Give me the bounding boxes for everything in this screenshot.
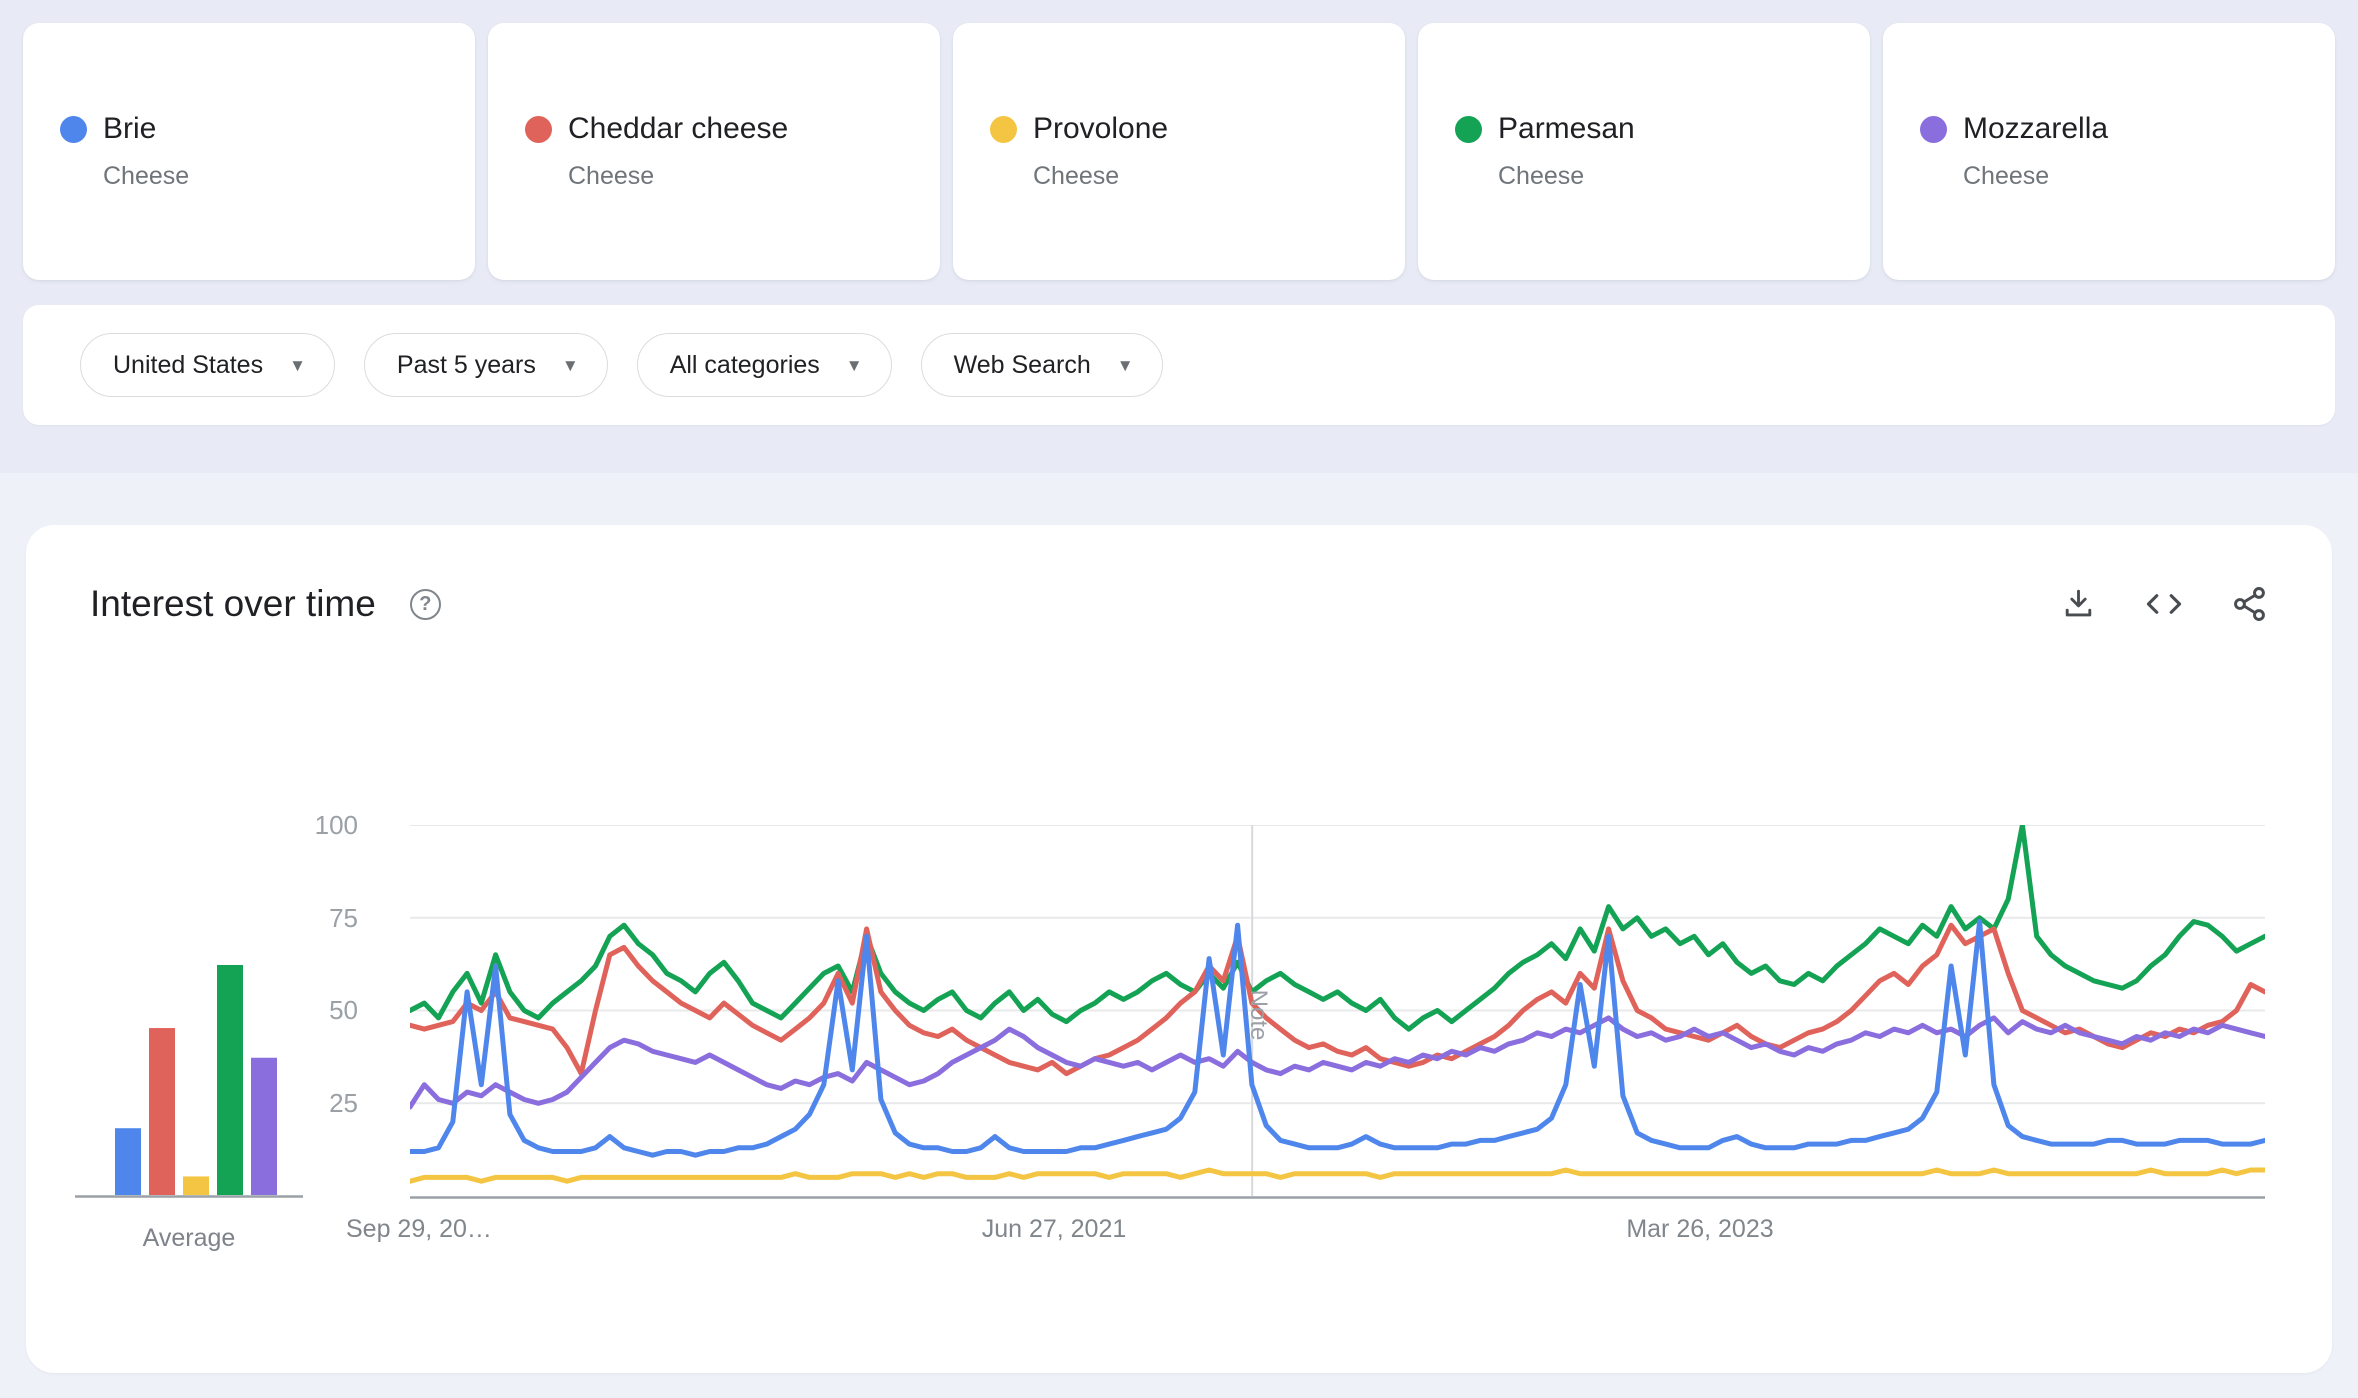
search-type-filter-dropdown[interactable]: Web Search ▼ <box>920 333 1163 397</box>
y-axis-label: 75 <box>329 903 358 933</box>
term-color-dot <box>525 115 552 143</box>
x-axis-label: Jun 27, 2021 <box>981 1215 1127 1243</box>
x-axis-label: Sep 29, 20… <box>346 1215 492 1243</box>
term-color-dot <box>990 115 1017 143</box>
term-title: Cheddar cheese <box>568 112 789 145</box>
card-header: Interest over time ? <box>90 583 2270 625</box>
term-subtitle: Cheese <box>1033 162 1120 190</box>
line-chart-svg[interactable] <box>410 825 2265 1200</box>
chevron-down-icon: ▼ <box>1116 355 1134 375</box>
term-title: Mozzarella <box>1963 112 2109 145</box>
x-axis-label: Mar 26, 2023 <box>1626 1215 1774 1243</box>
category-filter-label: All categories <box>669 350 820 379</box>
y-axis-label: 50 <box>329 995 358 1025</box>
search-type-filter-label: Web Search <box>953 350 1091 379</box>
widget-actions <box>2058 584 2270 624</box>
term-subtitle: Cheese <box>568 162 655 190</box>
term-card-mozzarella[interactable]: Mozzarella Cheese <box>1883 23 2335 280</box>
average-bars-chart[interactable] <box>75 824 303 1202</box>
time-range-filter-label: Past 5 years <box>396 350 536 379</box>
term-card-brie[interactable]: Brie Cheese <box>23 23 475 280</box>
term-color-dot <box>1920 115 1947 143</box>
y-axis-label: 100 <box>314 810 358 840</box>
note-annotation-label[interactable]: Note <box>1245 989 1272 1041</box>
time-range-filter-dropdown[interactable]: Past 5 years ▼ <box>363 333 608 397</box>
term-color-dot <box>60 115 87 143</box>
term-title: Provolone <box>1033 112 1169 145</box>
term-cards-row: Brie Cheese Cheddar cheese Cheese Provol… <box>23 23 2335 280</box>
term-subtitle: Cheese <box>103 162 190 190</box>
term-subtitle: Cheese <box>1963 162 2050 190</box>
interest-over-time-card: Interest over time ? <box>26 525 2332 1373</box>
category-filter-dropdown[interactable]: All categories ▼ <box>636 333 892 397</box>
term-subtitle: Cheese <box>1498 162 1585 190</box>
embed-code-icon[interactable] <box>2144 584 2184 624</box>
geo-filter-label: United States <box>113 350 264 379</box>
term-card-cheddar-cheese[interactable]: Cheddar cheese Cheese <box>488 23 940 280</box>
share-icon[interactable] <box>2230 584 2270 624</box>
y-axis-label: 25 <box>329 1088 358 1118</box>
geo-filter-dropdown[interactable]: United States ▼ <box>80 333 335 397</box>
average-axis-label: Average <box>142 1224 236 1252</box>
term-card-provolone[interactable]: Provolone Cheese <box>953 23 1405 280</box>
term-title: Brie <box>103 112 157 145</box>
widget-title: Interest over time <box>90 583 376 624</box>
term-card-parmesan[interactable]: Parmesan Cheese <box>1418 23 1870 280</box>
download-icon[interactable] <box>2058 584 2098 624</box>
help-circle-icon[interactable]: ? <box>409 588 441 620</box>
chevron-down-icon: ▼ <box>289 355 306 375</box>
term-color-dot <box>1455 115 1482 143</box>
filters-bar: United States ▼ Past 5 years ▼ All categ… <box>23 305 2335 425</box>
term-title: Parmesan <box>1498 112 1635 145</box>
chart-area: Average 100 75 50 25 Note Sep 29, 20… Ju… <box>26 525 2332 1373</box>
chevron-down-icon: ▼ <box>845 355 863 375</box>
chevron-down-icon: ▼ <box>561 355 579 375</box>
